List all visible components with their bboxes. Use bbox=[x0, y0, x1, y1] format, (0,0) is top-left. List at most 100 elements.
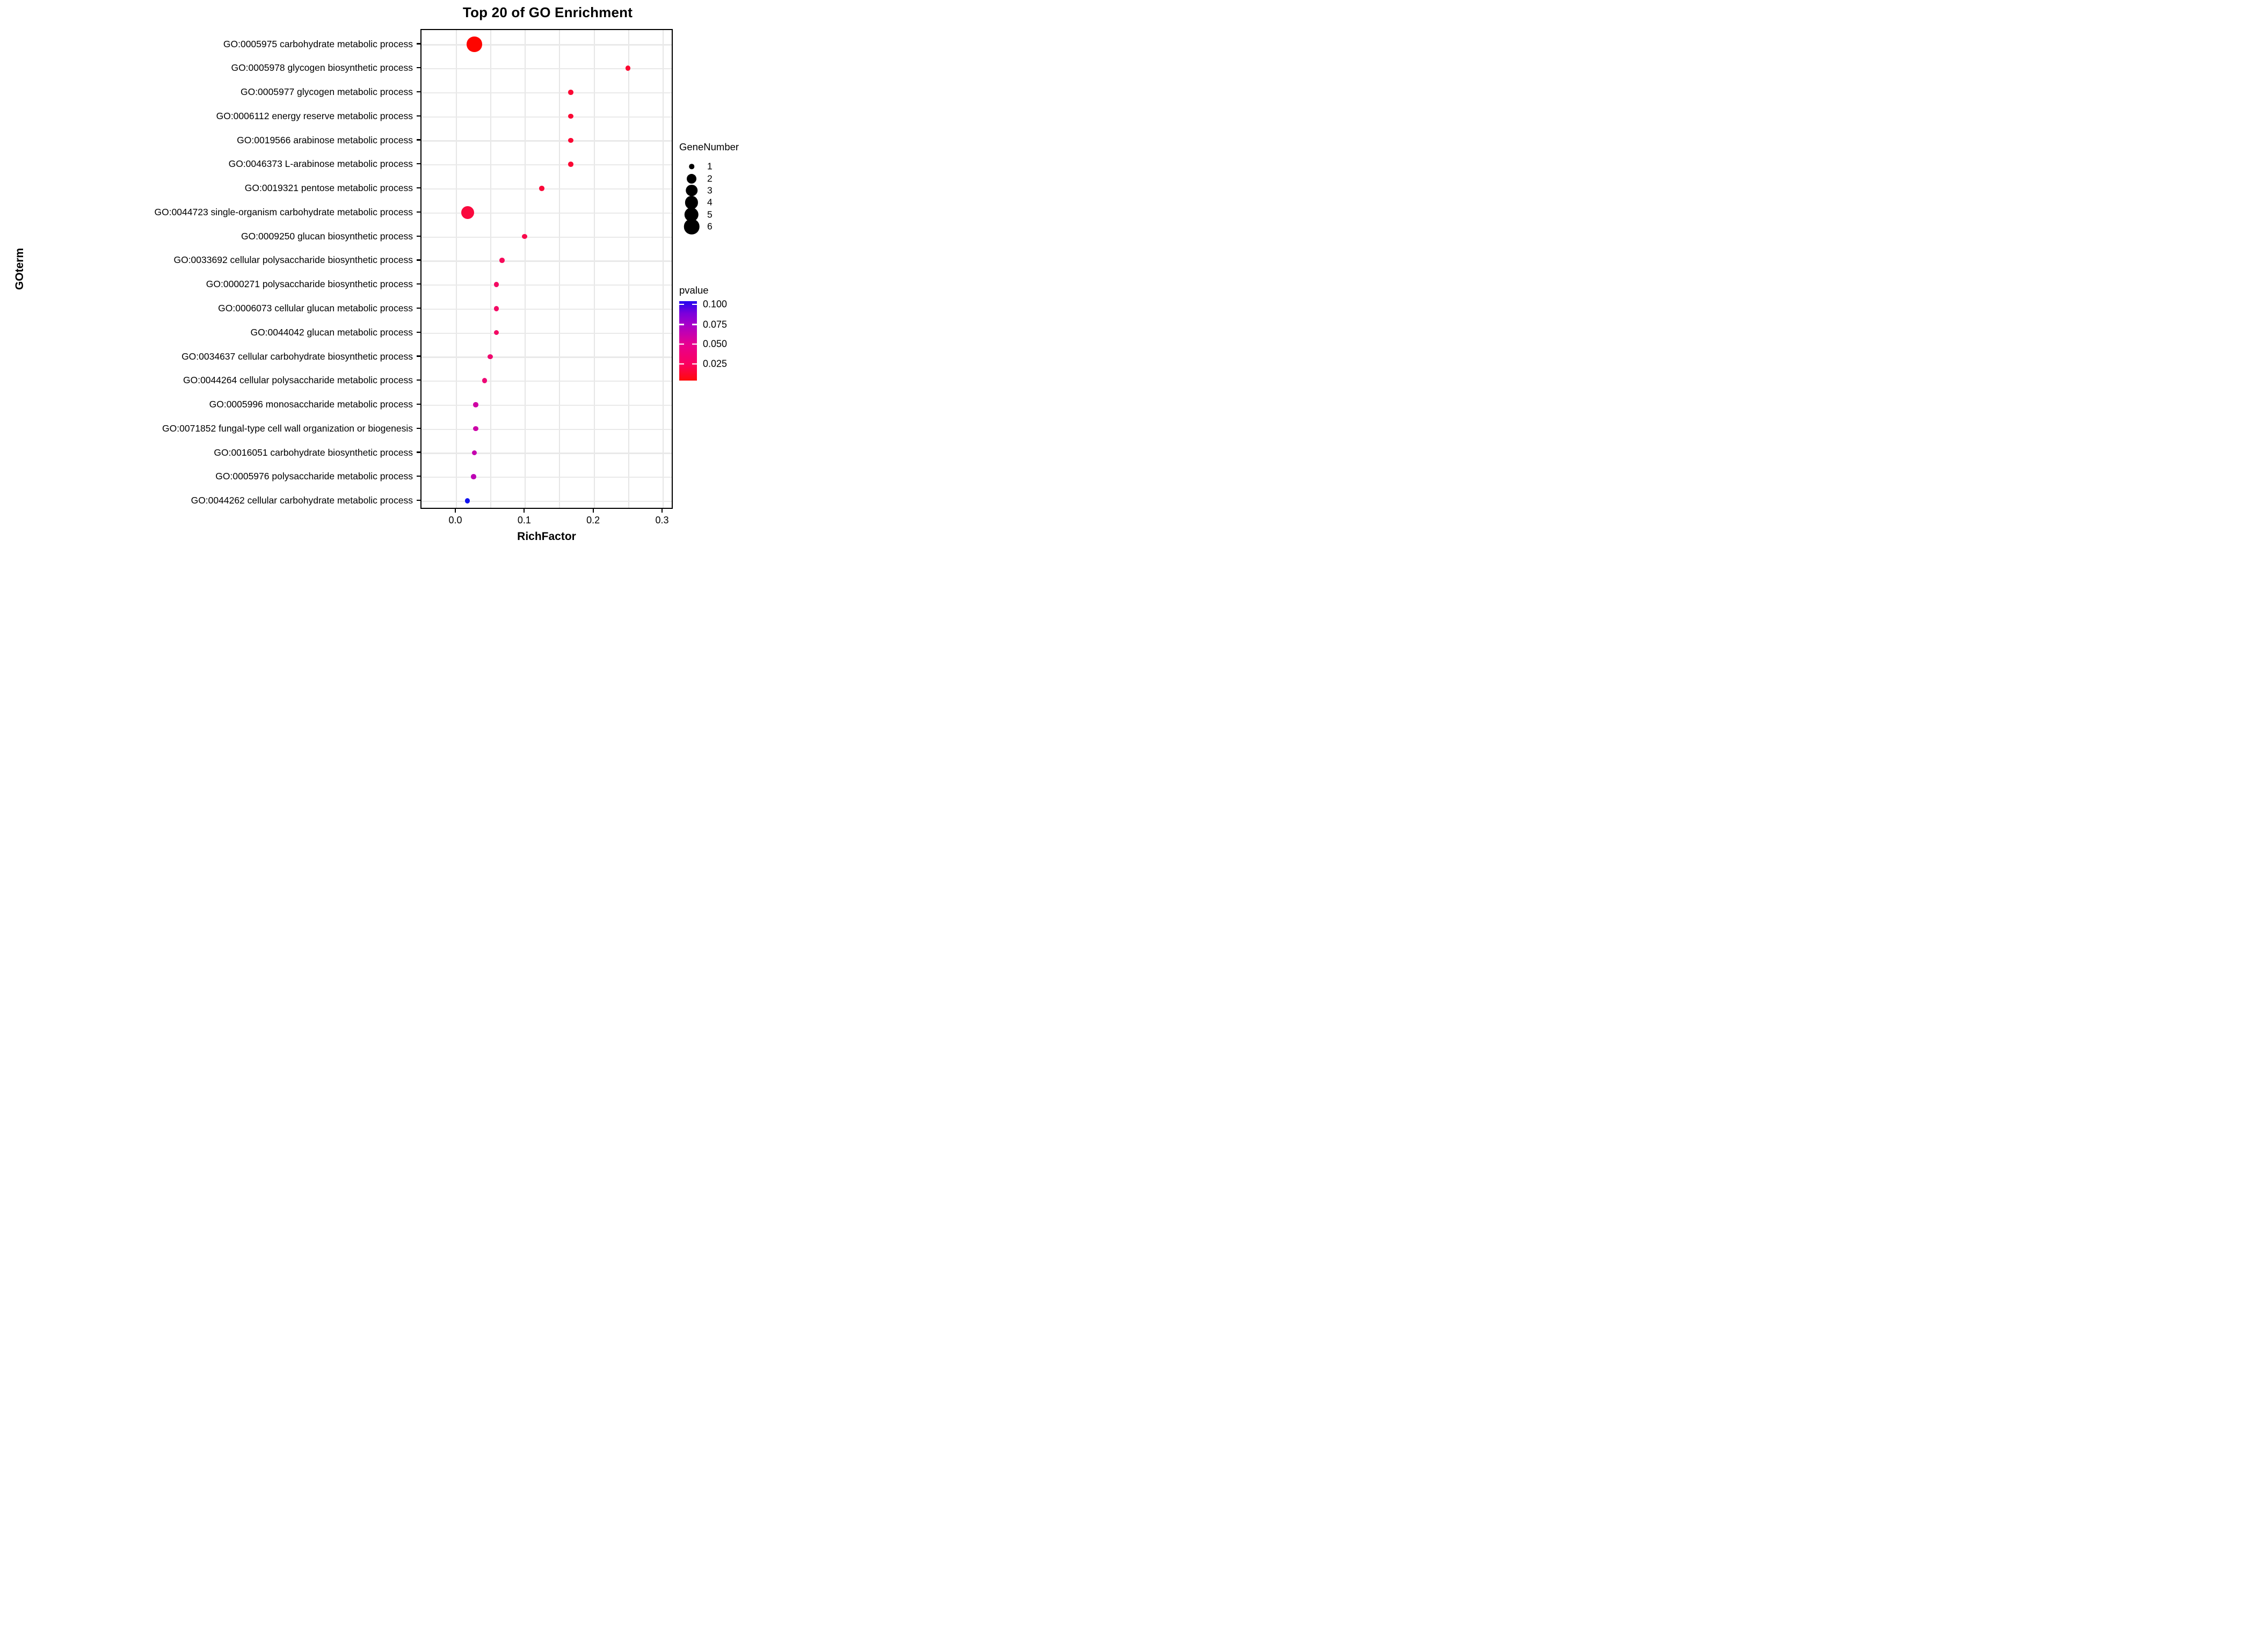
data-point bbox=[539, 186, 544, 191]
y-axis-label: GO:0044723 single-organism carbohydrate … bbox=[154, 206, 413, 217]
y-axis-label: GO:0044042 glucan metabolic process bbox=[250, 326, 413, 338]
y-axis-tick bbox=[417, 43, 420, 45]
y-axis-tick bbox=[417, 91, 420, 93]
y-axis-tick bbox=[417, 476, 420, 477]
y-gridline bbox=[421, 68, 672, 70]
y-gridline bbox=[421, 236, 672, 238]
y-gridline bbox=[421, 260, 672, 262]
y-axis-tick bbox=[417, 139, 420, 141]
y-gridline bbox=[421, 477, 672, 478]
y-gridline bbox=[421, 308, 672, 310]
legend-size-item: 1 bbox=[679, 160, 739, 172]
y-axis-label: GO:0044264 cellular polysaccharide metab… bbox=[183, 375, 413, 386]
legend-size-dot bbox=[687, 173, 696, 184]
data-point bbox=[467, 37, 482, 52]
y-axis-label: GO:0006112 energy reserve metabolic proc… bbox=[216, 110, 413, 121]
x-gridline bbox=[490, 30, 492, 508]
x-axis-tick-label: 0.1 bbox=[517, 515, 531, 526]
y-axis-label: GO:0000271 polysaccharide biosynthetic p… bbox=[206, 279, 413, 290]
x-axis-tick bbox=[454, 509, 456, 513]
x-axis-tick-label: 0.0 bbox=[448, 515, 462, 526]
y-axis-tick bbox=[417, 451, 420, 453]
x-gridline bbox=[559, 30, 561, 508]
colorbar-tick bbox=[692, 363, 697, 365]
y-gridline bbox=[421, 92, 672, 94]
colorbar-tick-label: 0.100 bbox=[703, 298, 728, 310]
y-axis-tick bbox=[417, 259, 420, 261]
legend-size-item: 5 bbox=[679, 207, 739, 222]
data-point bbox=[568, 162, 573, 167]
x-gridline bbox=[628, 30, 629, 508]
y-axis-tick bbox=[417, 403, 420, 405]
legend-size-item: 6 bbox=[679, 218, 739, 235]
y-gridline bbox=[421, 332, 672, 334]
x-gridline bbox=[593, 30, 595, 508]
colorbar-tick bbox=[692, 324, 697, 325]
go-enrichment-figure: Top 20 of GO Enrichment GOterm GO:000597… bbox=[0, 0, 756, 550]
legend-pvalue-title: pvalue bbox=[679, 284, 709, 296]
data-point bbox=[568, 113, 573, 119]
legend-size-dot bbox=[685, 196, 699, 209]
data-point bbox=[568, 90, 573, 95]
x-axis-tick-label: 0.2 bbox=[586, 515, 600, 526]
chart-title: Top 20 of GO Enrichment bbox=[462, 4, 633, 20]
data-point bbox=[482, 378, 488, 383]
y-axis-label: GO:0005975 carbohydrate metabolic proces… bbox=[223, 38, 413, 49]
data-point bbox=[473, 426, 478, 432]
data-point bbox=[493, 330, 499, 335]
pvalue-colorbar-gradient bbox=[679, 301, 697, 381]
colorbar-tick bbox=[692, 343, 697, 345]
data-point bbox=[464, 498, 470, 504]
y-axis-tick bbox=[417, 500, 420, 501]
data-point bbox=[522, 234, 527, 239]
data-point bbox=[471, 474, 476, 479]
y-axis-tick bbox=[417, 115, 420, 116]
data-point bbox=[499, 258, 505, 263]
y-gridline bbox=[421, 188, 672, 190]
legend-size-value: 5 bbox=[707, 209, 713, 220]
x-axis-tick bbox=[592, 509, 594, 513]
y-axis-tick bbox=[417, 427, 420, 429]
y-axis-tick bbox=[417, 235, 420, 237]
data-point bbox=[471, 450, 477, 456]
y-axis-tick bbox=[417, 307, 420, 309]
y-gridline bbox=[421, 116, 672, 118]
y-axis-tick bbox=[417, 283, 420, 285]
legend-size-item: 3 bbox=[679, 185, 739, 196]
y-gridline bbox=[421, 164, 672, 166]
colorbar-tick-label: 0.025 bbox=[703, 358, 728, 369]
x-axis-title: RichFactor bbox=[517, 530, 576, 543]
y-gridline bbox=[421, 381, 672, 382]
y-gridline bbox=[421, 501, 672, 502]
x-gridline bbox=[456, 30, 457, 508]
y-axis-label: GO:0006073 cellular glucan metabolic pro… bbox=[218, 302, 413, 313]
data-point bbox=[493, 306, 499, 311]
plot-panel bbox=[420, 29, 673, 509]
y-axis-label: GO:0034637 cellular carbohydrate biosynt… bbox=[181, 351, 413, 362]
colorbar-tick bbox=[679, 324, 684, 325]
y-axis-label: GO:0005977 glycogen metabolic process bbox=[240, 86, 413, 98]
y-gridline bbox=[421, 140, 672, 142]
y-axis-tick bbox=[417, 331, 420, 333]
pvalue-colorbar-wrap: 0.100 0.075 0.050 0.025 bbox=[679, 298, 727, 381]
y-gridline bbox=[421, 428, 672, 430]
y-axis-label: GO:0033692 cellular polysaccharide biosy… bbox=[173, 254, 413, 266]
data-point bbox=[493, 282, 499, 287]
colorbar-tick-label: 0.075 bbox=[703, 319, 728, 330]
y-axis-label: GO:0005976 polysaccharide metabolic proc… bbox=[215, 471, 413, 482]
legend-size-dot bbox=[684, 218, 700, 235]
legend-size-item: 2 bbox=[679, 172, 739, 184]
legend-size-value: 3 bbox=[707, 185, 713, 196]
data-point bbox=[473, 402, 478, 407]
y-axis-label: GO:0009250 glucan biosynthetic process bbox=[241, 230, 413, 242]
data-point bbox=[461, 206, 474, 219]
y-axis-label: GO:0071852 fungal-type cell wall organiz… bbox=[162, 422, 413, 434]
y-axis-tick bbox=[417, 355, 420, 357]
colorbar-tick bbox=[679, 303, 684, 305]
x-gridline bbox=[525, 30, 526, 508]
y-axis-tick bbox=[417, 380, 420, 381]
y-axis-tick bbox=[417, 67, 420, 69]
y-axis-label: GO:0019566 arabinose metabolic process bbox=[237, 134, 413, 145]
